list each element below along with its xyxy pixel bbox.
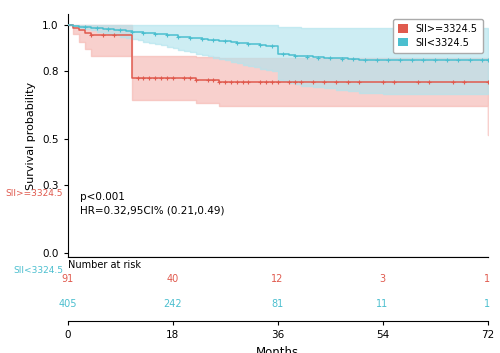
Text: 1: 1: [484, 274, 490, 283]
Text: 40: 40: [166, 274, 178, 283]
Text: SII>=3324.5: SII>=3324.5: [6, 189, 64, 198]
Text: 1: 1: [484, 299, 490, 309]
Text: Number at risk: Number at risk: [68, 261, 140, 270]
Text: 11: 11: [376, 299, 388, 309]
Text: 242: 242: [163, 299, 182, 309]
Y-axis label: Survival probability: Survival probability: [26, 82, 36, 190]
X-axis label: Months: Months: [256, 346, 299, 353]
Text: SII<3324.5: SII<3324.5: [14, 265, 64, 275]
Text: 91: 91: [62, 274, 74, 283]
Legend: SII>=3324.5, SII<3324.5: SII>=3324.5, SII<3324.5: [394, 19, 482, 53]
Text: 405: 405: [58, 299, 77, 309]
Text: 81: 81: [272, 299, 283, 309]
Text: p<0.001
HR=0.32,95CI% (0.21,0.49): p<0.001 HR=0.32,95CI% (0.21,0.49): [80, 192, 225, 216]
Text: 12: 12: [272, 274, 283, 283]
Text: 3: 3: [380, 274, 386, 283]
